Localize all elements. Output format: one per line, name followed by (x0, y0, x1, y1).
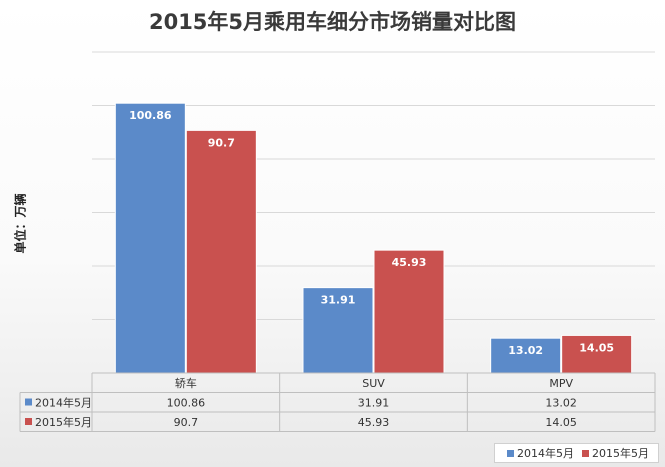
legend-item-0: 2014年5月 (507, 445, 574, 461)
table-key-1 (25, 418, 32, 425)
table-cell-1-2: 14.05 (545, 416, 577, 429)
chart-title: 2015年5月乘用车细分市场销量对比图 (148, 10, 517, 34)
tick-label-0: 轿车 (175, 376, 197, 390)
table-cell-1-1: 45.93 (358, 416, 390, 429)
table-series-label-1: 2015年5月 (35, 415, 92, 429)
legend-swatch-1 (582, 449, 589, 457)
legend-item-1: 2015年5月 (582, 445, 649, 461)
legend-label-1: 2015年5月 (592, 447, 649, 460)
data-label-2-0: 13.02 (508, 344, 543, 357)
data-label-0-1: 90.7 (208, 136, 235, 149)
legend-swatch-0 (507, 449, 514, 457)
tick-label-2: MPV (549, 377, 573, 390)
data-label-1-0: 31.91 (321, 294, 356, 307)
plot-area: 100.86 90.7 31.91 45.93 13.02 14.05 轿车 SUV MPV 20… (19, 51, 656, 432)
legend-label-0: 2014年5月 (517, 447, 574, 460)
table-key-0 (25, 398, 32, 406)
table-cell-0-2: 13.02 (545, 397, 577, 410)
table-cell-0-0: 100.86 (167, 397, 206, 410)
bar-0-1 (185, 129, 257, 374)
data-label-2-1: 14.05 (579, 341, 614, 354)
legend: 2014年5月 2015年5月 (494, 443, 659, 463)
table-cell-1-0: 90.7 (174, 416, 199, 429)
bar-1-0 (302, 287, 374, 374)
bar-0-0 (114, 102, 186, 374)
table-series-label-0: 2014年5月 (35, 396, 92, 410)
table-cell-0-1: 31.91 (358, 397, 390, 410)
data-label-1-1: 45.93 (392, 256, 427, 269)
tick-label-1: SUV (362, 377, 385, 390)
data-label-0-0: 100.86 (129, 109, 172, 122)
